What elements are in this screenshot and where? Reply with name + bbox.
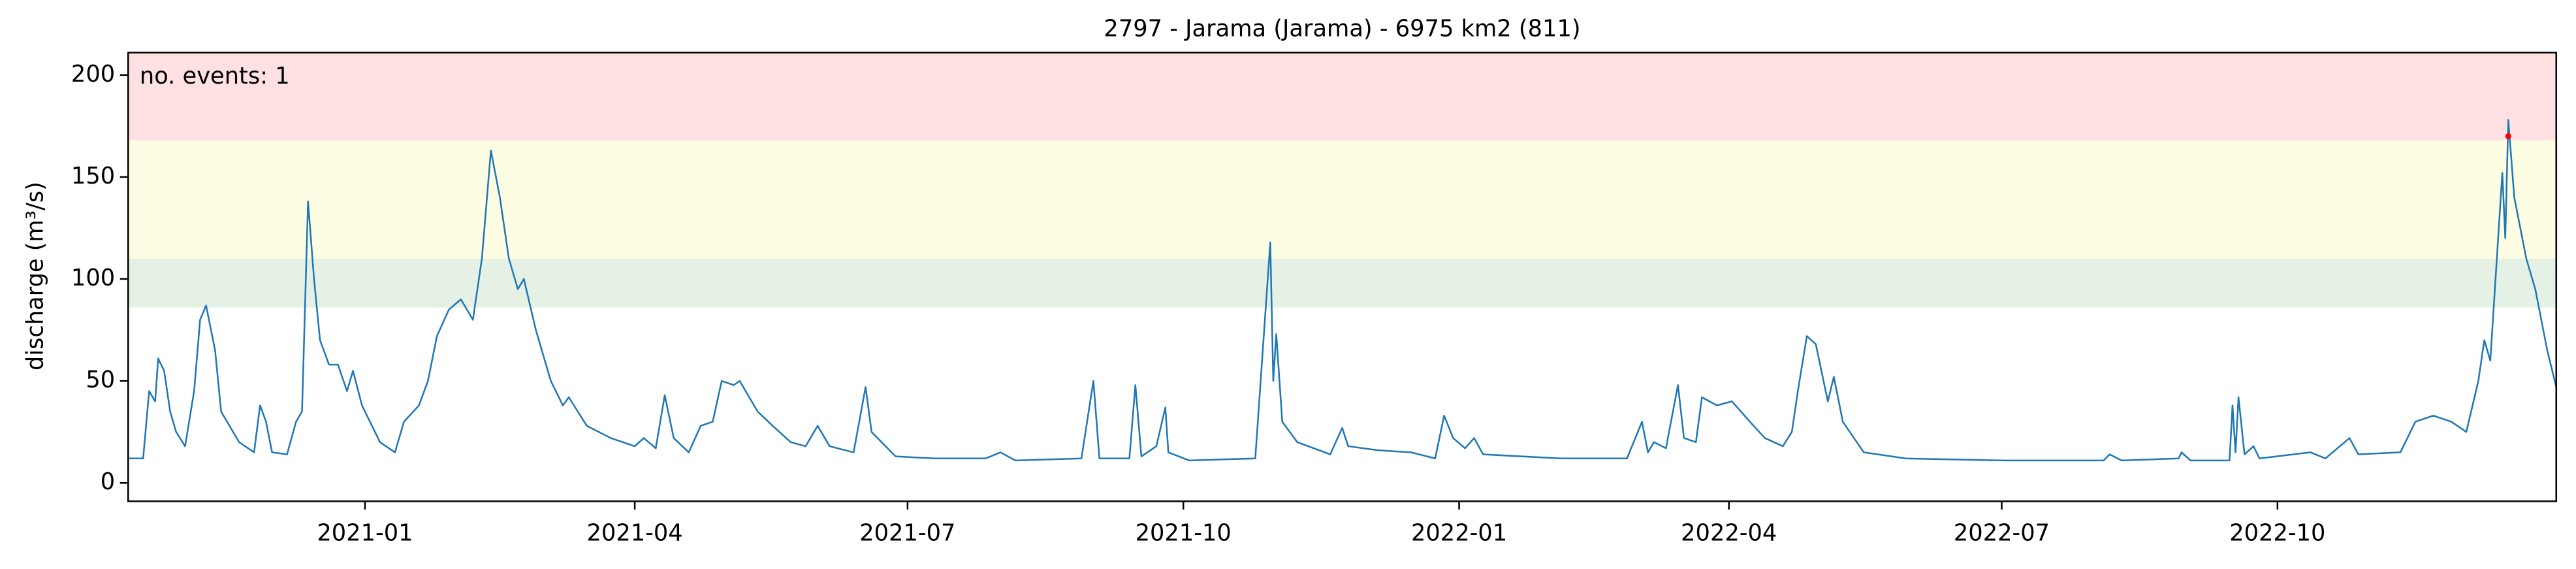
x-tick-label: 2022-01 [1411,520,1507,547]
x-tick-label: 2022-10 [2229,520,2325,547]
y-tick-label: 0 [101,468,115,495]
threshold-band [128,140,2556,259]
x-tick-label: 2021-04 [587,520,683,547]
y-tick-label: 200 [71,61,115,88]
annotation: no. events: 1 [140,63,290,89]
x-tick-label: 2021-01 [317,520,413,547]
y-tick-label: 150 [71,163,115,189]
event-point [2505,133,2511,140]
discharge-line [128,119,2557,462]
x-tick-label: 2022-07 [1954,520,2050,547]
y-tick-label: 100 [71,265,115,291]
x-tick-label: 2021-07 [859,520,955,547]
threshold-band [128,52,2556,140]
threshold-band [128,258,2556,308]
x-tick-label: 2021-10 [1136,520,1232,547]
y-tick-label: 50 [86,366,115,393]
y-axis-label: discharge (m³/s) [22,182,48,370]
plot-frame [127,52,2558,502]
chart-title: 2797 - Jarama (Jarama) - 6975 km2 (811) [1104,15,1580,42]
x-tick-label: 2022-04 [1681,520,1777,547]
